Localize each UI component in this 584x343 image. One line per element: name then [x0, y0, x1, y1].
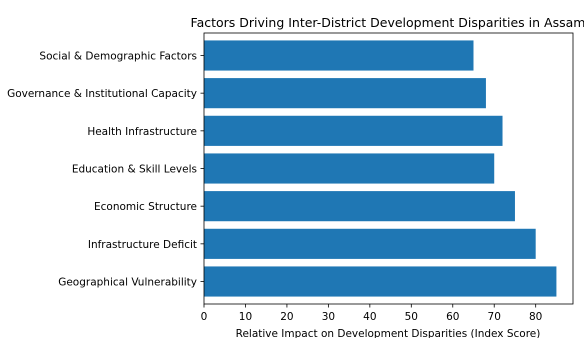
category-label: Social & Demographic Factors: [39, 50, 197, 62]
x-tick-label: 30: [322, 311, 335, 323]
category-label: Education & Skill Levels: [72, 164, 197, 176]
bar-geographical-vulnerability: [204, 266, 557, 297]
bar-governance-institutional-capacity: [204, 78, 486, 109]
x-ticks-group: 0 10 20 30 40 50 60 70 80: [201, 304, 542, 323]
x-tick-label: 60: [446, 311, 459, 323]
plot-frame: [203, 32, 574, 305]
chart-title: Factors Driving Inter-District Developme…: [191, 15, 584, 30]
bar-education-skill-levels: [204, 153, 495, 184]
x-tick-label: 20: [280, 311, 293, 323]
category-label: Economic Structure: [94, 201, 197, 213]
category-labels-group: Geographical Vulnerability Infrastructure…: [7, 50, 204, 289]
x-tick-label: 50: [405, 311, 418, 323]
bar-social-demographic-factors: [204, 40, 474, 71]
bar-economic-structure: [204, 191, 515, 222]
x-tick-label: 40: [363, 311, 376, 323]
bars-group: [204, 40, 557, 297]
bar-infrastructure-deficit: [204, 228, 536, 259]
x-tick-label: 80: [529, 311, 542, 323]
category-label: Governance & Institutional Capacity: [7, 88, 197, 100]
bar-health-infrastructure: [204, 115, 503, 146]
x-tick-label: 0: [201, 311, 208, 323]
x-axis-label: Relative Impact on Development Dispariti…: [236, 328, 541, 338]
category-label: Geographical Vulnerability: [58, 277, 197, 289]
x-tick-label: 70: [488, 311, 501, 323]
category-label: Infrastructure Deficit: [88, 239, 197, 251]
category-label: Health Infrastructure: [87, 126, 197, 138]
x-tick-label: 10: [239, 311, 252, 323]
